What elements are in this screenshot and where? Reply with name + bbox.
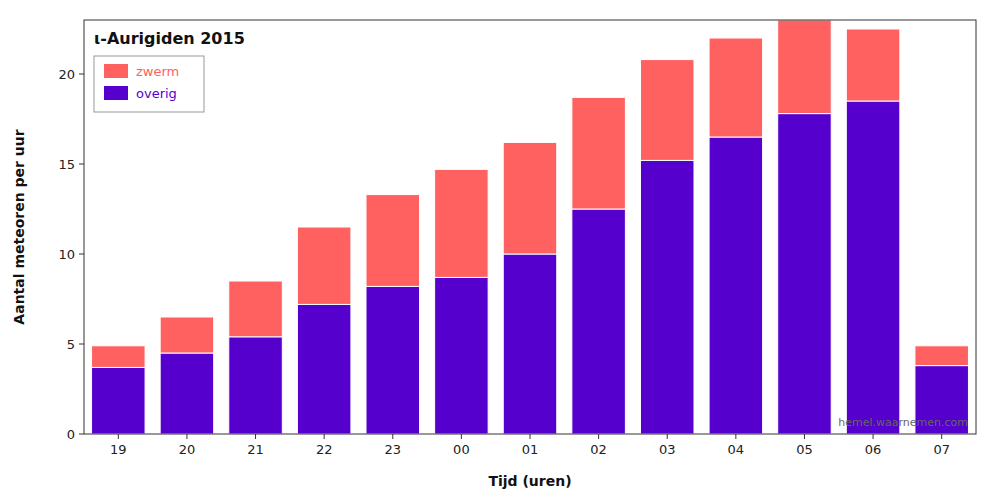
legend: zwerm overig: [94, 56, 204, 112]
x-tick: [392, 434, 393, 439]
bar: [709, 38, 763, 137]
bar: [297, 227, 351, 304]
y-tick: [79, 344, 84, 345]
legend-swatch: [104, 64, 128, 78]
bar: [915, 346, 969, 366]
x-tick: [530, 434, 531, 439]
x-tick-label: 03: [659, 442, 676, 457]
bar: [778, 114, 832, 434]
plot-frame: [84, 20, 976, 434]
x-tick-label: 04: [728, 442, 745, 457]
bar: [92, 346, 146, 368]
bar: [572, 209, 626, 434]
chart: 0510152019202122230001020304050607Tijd (…: [0, 0, 1000, 500]
x-tick-label: 19: [110, 442, 127, 457]
bar: [846, 29, 900, 101]
x-tick: [255, 434, 256, 439]
bar: [297, 304, 351, 434]
annotation: hemel.waarnemen.com: [838, 416, 968, 429]
y-tick-label: 10: [58, 247, 75, 262]
legend-box: [94, 56, 204, 112]
x-tick-label: 02: [590, 442, 607, 457]
x-tick: [804, 434, 805, 439]
legend-swatch: [104, 86, 128, 100]
y-tick-label: 5: [67, 337, 75, 352]
bar: [435, 169, 489, 277]
legend-label: zwerm: [136, 64, 179, 79]
bar: [640, 160, 694, 434]
y-tick: [79, 74, 84, 75]
bar: [366, 286, 420, 434]
x-tick-label: 23: [384, 442, 401, 457]
y-tick-label: 15: [58, 157, 75, 172]
x-tick: [941, 434, 942, 439]
x-tick-label: 20: [179, 442, 196, 457]
bar: [160, 317, 214, 353]
x-tick-label: 01: [522, 442, 539, 457]
title: ι-Aurigiden 2015: [94, 29, 245, 48]
x-tick: [118, 434, 119, 439]
bar: [92, 367, 146, 434]
bar: [640, 60, 694, 161]
x-tick: [186, 434, 187, 439]
y-axis-label: Aantal meteoren per uur: [11, 129, 27, 324]
x-tick-label: 21: [247, 442, 264, 457]
x-axis-label: Tijd (uren): [488, 473, 571, 489]
x-tick-label: 07: [933, 442, 950, 457]
x-tick: [735, 434, 736, 439]
x-tick-label: 22: [316, 442, 333, 457]
bar: [503, 254, 557, 434]
x-tick-label: 05: [796, 442, 813, 457]
bar: [572, 97, 626, 209]
bars: [92, 20, 969, 434]
bar: [160, 353, 214, 434]
bar: [366, 195, 420, 287]
bar: [503, 142, 557, 254]
x-tick: [598, 434, 599, 439]
x-tick: [461, 434, 462, 439]
x-tick-label: 00: [453, 442, 470, 457]
x-tick: [873, 434, 874, 439]
bar: [229, 281, 283, 337]
y-tick-label: 20: [58, 67, 75, 82]
y-tick: [79, 434, 84, 435]
legend-label: overig: [136, 86, 177, 101]
bar: [709, 137, 763, 434]
x-tick-label: 06: [865, 442, 882, 457]
bar: [778, 20, 832, 114]
x-tick: [667, 434, 668, 439]
y-tick: [79, 254, 84, 255]
bar: [435, 277, 489, 434]
y-tick: [79, 164, 84, 165]
bar: [229, 337, 283, 434]
x-tick: [324, 434, 325, 439]
bar: [846, 101, 900, 434]
y-tick-label: 0: [67, 427, 75, 442]
